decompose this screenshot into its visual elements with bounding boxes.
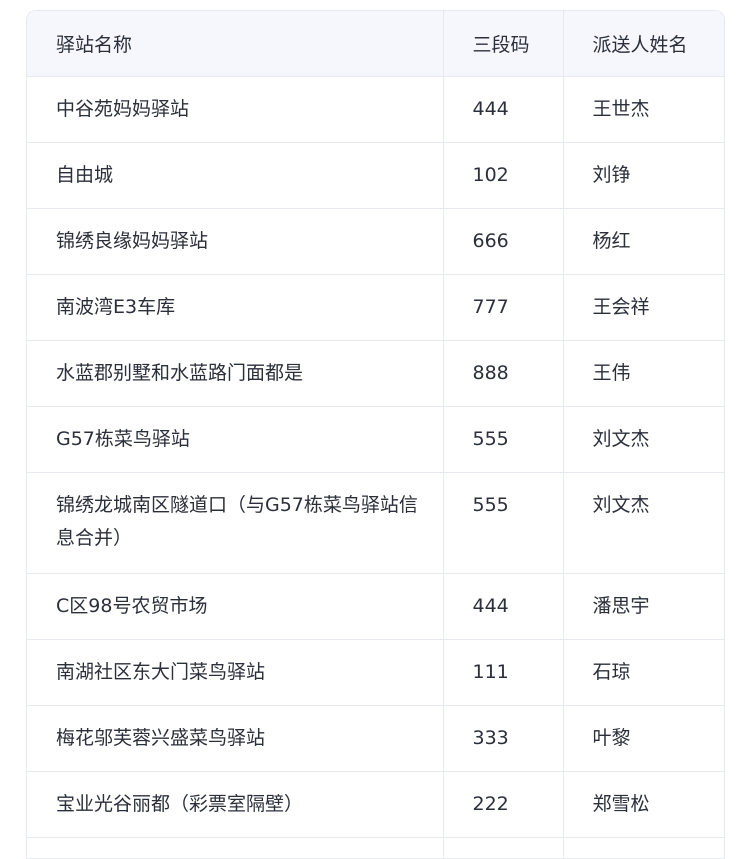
courier-cell: 叶黎 [563,705,724,772]
station-table: 驿站名称 三段码 派送人姓名 中谷苑妈妈驿站 444 王世杰 自由城 102 刘铮 锦绣良缘… [26,10,725,859]
table-row: 南湖社区东大门菜鸟驿站 111 石琼 [27,639,724,706]
station-name-cell: 宝业光谷丽都（彩票室隔壁） [27,771,444,838]
table-row: 水蓝郡别墅和水蓝路门面都是 888 王伟 [27,340,724,407]
courier-cell: 刘文杰 [563,406,724,473]
station-table-grid: 驿站名称 三段码 派送人姓名 中谷苑妈妈驿站 444 王世杰 自由城 102 刘铮 锦绣良缘… [27,11,724,859]
code-cell: 555 [443,472,564,574]
station-name-cell: 中谷苑妈妈驿站 [27,76,444,143]
column-header-courier[interactable]: 派送人姓名 [563,11,724,77]
code-cell: 222 [443,771,564,838]
table-row [27,837,724,859]
courier-cell: 郑雪松 [563,771,724,838]
station-name-cell: 锦绣龙城南区隧道口（与G57栋菜鸟驿站信息合并） [27,472,444,574]
table-row: 宝业光谷丽都（彩票室隔壁） 222 郑雪松 [27,771,724,838]
courier-cell: 王伟 [563,340,724,407]
code-cell: 666 [443,208,564,275]
station-name-cell: C区98号农贸市场 [27,573,444,640]
station-name-cell: 水蓝郡别墅和水蓝路门面都是 [27,340,444,407]
station-name-cell: 南湖社区东大门菜鸟驿站 [27,639,444,706]
column-header-code[interactable]: 三段码 [443,11,564,77]
table-row: G57栋菜鸟驿站 555 刘文杰 [27,406,724,473]
station-name-cell: 梅花邬芙蓉兴盛菜鸟驿站 [27,705,444,772]
courier-cell: 刘铮 [563,142,724,209]
code-cell: 444 [443,76,564,143]
table-header-row: 驿站名称 三段码 派送人姓名 [27,11,724,77]
table-row: C区98号农贸市场 444 潘思宇 [27,573,724,640]
courier-cell: 潘思宇 [563,573,724,640]
empty-cell [443,837,564,859]
code-cell: 333 [443,705,564,772]
courier-cell: 王会祥 [563,274,724,341]
table-row: 锦绣龙城南区隧道口（与G57栋菜鸟驿站信息合并） 555 刘文杰 [27,472,724,574]
empty-cell [563,837,724,859]
station-name-cell: G57栋菜鸟驿站 [27,406,444,473]
code-cell: 102 [443,142,564,209]
code-cell: 444 [443,573,564,640]
column-header-station-name[interactable]: 驿站名称 [27,11,444,77]
code-cell: 888 [443,340,564,407]
table-row: 中谷苑妈妈驿站 444 王世杰 [27,76,724,143]
table-row: 锦绣良缘妈妈驿站 666 杨红 [27,208,724,275]
station-name-cell: 南波湾E3车库 [27,274,444,341]
courier-cell: 刘文杰 [563,472,724,574]
table-row: 自由城 102 刘铮 [27,142,724,209]
courier-cell: 石琼 [563,639,724,706]
station-name-cell: 自由城 [27,142,444,209]
table-row: 南波湾E3车库 777 王会祥 [27,274,724,341]
empty-cell [27,837,444,859]
courier-cell: 王世杰 [563,76,724,143]
table-row: 梅花邬芙蓉兴盛菜鸟驿站 333 叶黎 [27,705,724,772]
code-cell: 111 [443,639,564,706]
code-cell: 555 [443,406,564,473]
code-cell: 777 [443,274,564,341]
courier-cell: 杨红 [563,208,724,275]
station-name-cell: 锦绣良缘妈妈驿站 [27,208,444,275]
